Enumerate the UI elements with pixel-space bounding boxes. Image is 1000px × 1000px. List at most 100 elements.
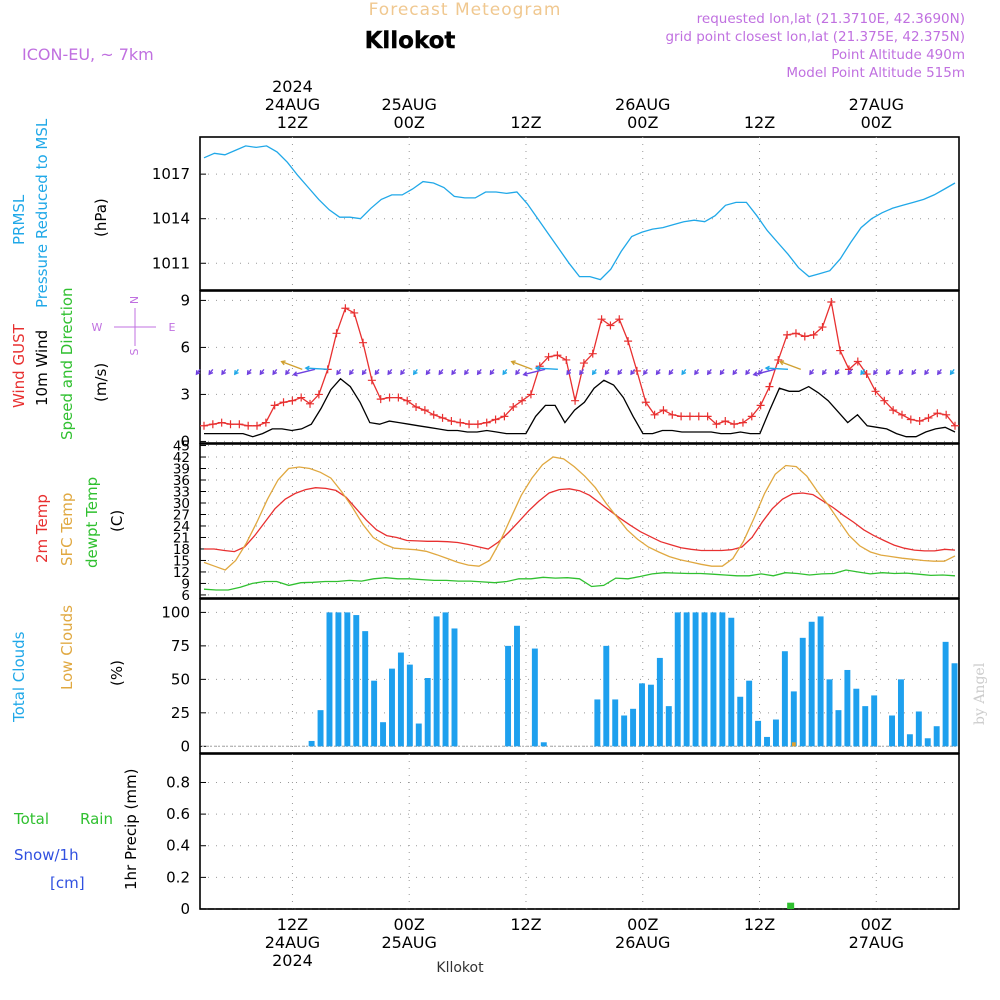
gust-marker — [473, 420, 482, 429]
temp2m-label: 2m Temp — [33, 494, 51, 563]
gust-marker — [880, 396, 889, 405]
sfc-temp-line — [203, 456, 956, 571]
total-clouds-bar — [915, 711, 922, 747]
gust-marker — [438, 413, 447, 422]
wind-direction-arrow — [476, 368, 482, 376]
arrow-head — [438, 370, 444, 376]
arrow-head — [668, 370, 674, 376]
arrow-shaft — [293, 368, 316, 376]
gust-marker — [500, 412, 509, 421]
total-clouds-bar — [344, 612, 351, 747]
gust-marker — [279, 398, 288, 407]
gust-marker — [579, 359, 588, 368]
arrow-head — [732, 370, 738, 376]
gust-marker — [403, 396, 412, 405]
wind-direction-arrow — [272, 368, 278, 376]
wind-unit: (m/s) — [92, 363, 110, 402]
total-clouds-bar — [844, 669, 851, 747]
arrow-head — [591, 370, 597, 376]
wind-direction-arrow — [400, 368, 406, 376]
model-label: ICON-EU, ~ 7km — [22, 45, 154, 64]
gust-marker — [906, 415, 915, 424]
total-clouds-bar — [853, 688, 860, 747]
total-clouds-bar — [764, 736, 770, 747]
gust-marker — [314, 390, 323, 399]
arrow-head — [502, 370, 508, 376]
arrow-head — [374, 370, 380, 376]
10m-wind-line — [204, 377, 956, 438]
temperature-ytick-label: 33 — [173, 485, 190, 501]
wind-direction-arrow — [924, 368, 930, 376]
arrow-head — [292, 371, 298, 377]
low-clouds-bar — [791, 742, 796, 747]
total-clouds-bar — [871, 695, 878, 747]
total-clouds-bar — [817, 616, 824, 747]
total-clouds-bar — [889, 715, 895, 747]
gust-marker — [659, 406, 668, 415]
clouds-ytick-label: 50 — [171, 670, 190, 688]
arrow-shaft — [281, 360, 303, 371]
point-altitude: Point Altitude 490m — [831, 47, 965, 63]
model-altitude: Model Point Altitude 515m — [786, 65, 965, 81]
gust-marker — [897, 410, 906, 419]
gust-marker — [235, 420, 244, 429]
total-clouds-bar — [746, 680, 753, 747]
gust-marker — [615, 315, 624, 324]
gust-label: Wind GUST — [10, 323, 28, 408]
gridpoint-coords: grid point closest lon,lat (21.375E, 42.… — [665, 29, 965, 45]
wind-direction-arrow — [655, 368, 661, 376]
bottom-axis-hour: 12Z — [277, 915, 308, 934]
total-clouds-bar — [826, 679, 833, 747]
arrow-head — [706, 370, 712, 376]
gust-marker — [297, 393, 306, 402]
gust-marker — [456, 418, 465, 427]
gust-marker — [491, 415, 500, 424]
wind-direction-arrow — [617, 368, 623, 376]
arrow-head — [361, 370, 367, 376]
wind-direction-arrow — [898, 368, 904, 376]
bottom-axis-hour: 00Z — [627, 915, 658, 934]
wind-direction-arrow — [764, 365, 789, 371]
wind-panel: 0 3 6 9 — [180, 290, 960, 450]
total-clouds-bar — [692, 612, 699, 747]
gust-marker — [518, 396, 527, 405]
watermark: by Angel — [972, 662, 988, 725]
wind-direction-arrow — [464, 368, 469, 376]
total-clouds-bar — [415, 723, 422, 747]
wind-direction-arrow — [534, 365, 558, 371]
temperature-ytick-label: 36 — [173, 473, 190, 489]
precip-ytick-label: 0 — [180, 900, 190, 918]
clouds-ytick-label: 100 — [161, 603, 190, 621]
wind-direction-arrow — [681, 368, 687, 376]
total-clouds-bar — [514, 625, 520, 747]
temperature-ytick-label: 12 — [173, 565, 190, 581]
total-clouds-bar — [942, 641, 949, 747]
gust-marker — [668, 410, 677, 419]
arrow-head — [579, 370, 584, 376]
arrow-head — [246, 370, 252, 376]
bottom-axis-hour: 12Z — [510, 915, 541, 934]
top-axis-hour: 00Z — [394, 113, 425, 132]
gust-marker — [703, 412, 712, 421]
gust-marker — [571, 396, 580, 405]
wind-direction-arrow — [438, 368, 444, 376]
arrow-head — [515, 370, 520, 376]
total-clouds-bar — [835, 710, 842, 747]
gust-marker — [738, 418, 747, 427]
clouds-ytick-label: 75 — [171, 637, 190, 655]
arrow-head — [949, 370, 955, 376]
total-clouds-bar — [674, 612, 681, 747]
bottom-axis-date: 25AUG — [382, 933, 437, 952]
arrow-shaft — [535, 367, 558, 371]
wind-direction-arrow — [860, 368, 866, 376]
total-clouds-bar — [505, 645, 512, 747]
total-clouds-bar — [451, 628, 458, 747]
arrow-shaft — [523, 368, 546, 376]
wind-direction-arrow — [502, 368, 508, 376]
total-clouds-bar — [353, 615, 360, 747]
temp-unit: (C) — [108, 510, 126, 532]
temperature-frame — [199, 443, 960, 599]
total-clouds-bar — [371, 680, 378, 747]
temperature-ytick-label: 39 — [173, 462, 190, 478]
gust-marker — [288, 396, 297, 405]
